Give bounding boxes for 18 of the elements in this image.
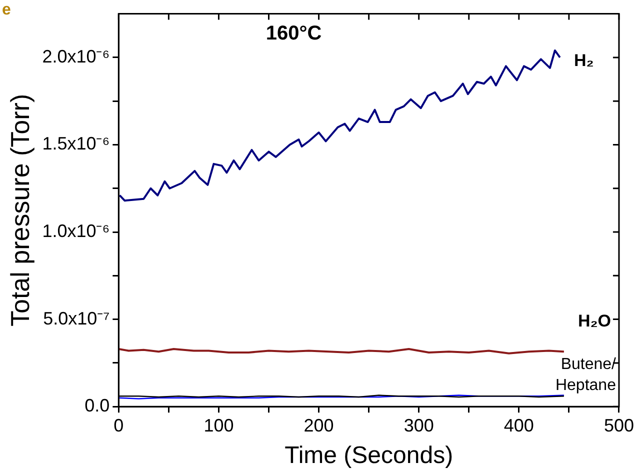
annotation: Butene/ Heptane [555,356,617,394]
x-tick-label: 200 [304,415,334,436]
x-tick-label: 400 [504,415,534,436]
y-tick-label: 5.0x10⁻⁷ [43,308,110,328]
y-tick-label: 1.5x10⁻⁶ [42,134,110,154]
y-axis-title: Total pressure (Torr) [4,94,35,327]
x-tick-label: 300 [404,415,434,436]
chart-title: 160°C [266,22,322,44]
text: e [2,1,11,18]
x-axis-title: Time (Seconds) [284,442,454,470]
series-label: H₂ [574,51,594,70]
x-tick-label: 500 [604,415,634,436]
series-label: H₂O [578,311,612,330]
x-tick-label: 0 [114,415,124,436]
y-tick-label: 0.0 [84,396,110,416]
x-tick-label: 100 [204,415,234,436]
y-tick-label: 2.0x10⁻⁶ [42,46,110,66]
y-tick-label: 1.0x10⁻⁶ [42,220,110,241]
